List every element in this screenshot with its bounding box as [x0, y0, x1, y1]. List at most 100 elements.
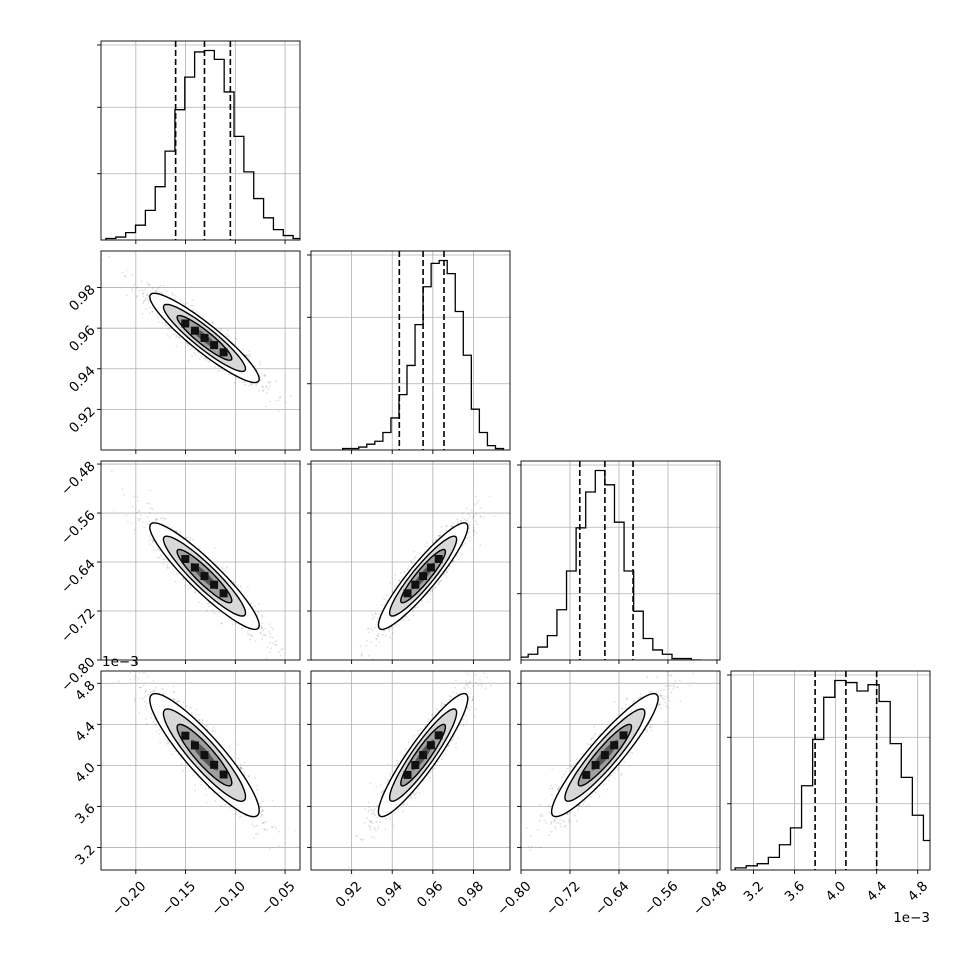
- scatter-point: [480, 516, 482, 518]
- scatter-point: [234, 343, 236, 345]
- scatter-point: [148, 284, 151, 287]
- scatter-point: [144, 288, 147, 291]
- scatter-point: [123, 493, 125, 496]
- scatter-point: [249, 633, 252, 636]
- scatter-point: [155, 290, 158, 292]
- scatter-point: [148, 502, 151, 505]
- scatter-point: [365, 644, 367, 647]
- scatter-point: [211, 320, 214, 323]
- scatter-point: [260, 627, 263, 630]
- scatter-point: [270, 647, 272, 649]
- scatter-point: [139, 517, 142, 520]
- scatter-point: [136, 511, 139, 514]
- scatter-point: [166, 566, 169, 569]
- scatter-point: [130, 522, 133, 525]
- scatter-point: [173, 294, 176, 297]
- scatter-point: [264, 375, 266, 377]
- scatter-point: [371, 618, 374, 620]
- scatter-point: [161, 322, 164, 324]
- scatter-point: [182, 769, 184, 772]
- scatter-point: [178, 336, 181, 339]
- scatter-point: [460, 520, 462, 522]
- scatter-point: [445, 576, 448, 579]
- scatter-point: [152, 546, 155, 548]
- scatter-point: [266, 828, 269, 831]
- scatter-point: [261, 622, 264, 625]
- scatter-point: [251, 635, 253, 638]
- scatter-point: [144, 672, 147, 674]
- scatter-point: [433, 586, 436, 588]
- density-core: [190, 326, 199, 335]
- panel-frame: [310, 250, 511, 451]
- scatter-point: [220, 369, 223, 371]
- scatter-point: [163, 517, 166, 520]
- scatter-point: [138, 510, 140, 513]
- scatter-point: [389, 581, 391, 584]
- scatter-point: [205, 359, 208, 362]
- scatter-point: [146, 297, 149, 299]
- scatter-point: [249, 355, 251, 357]
- scatter-point: [240, 627, 243, 630]
- scatter-point: [121, 271, 124, 274]
- scatter-point: [241, 627, 244, 629]
- panel-frame: [520, 460, 721, 661]
- scatter-point: [469, 540, 472, 542]
- scatter-point: [400, 619, 403, 621]
- scatter-point: [416, 606, 419, 609]
- scatter-point: [185, 536, 188, 539]
- scatter-point: [160, 517, 162, 520]
- scatter-point: [274, 400, 277, 402]
- scatter-point: [472, 524, 475, 527]
- density-core: [426, 563, 435, 572]
- scatter-point: [175, 345, 178, 348]
- scatter-point: [406, 568, 409, 571]
- scatter-point: [380, 604, 383, 606]
- scatter-point: [213, 546, 216, 549]
- scatter-point: [261, 614, 263, 617]
- scatter-point: [375, 612, 377, 615]
- density-core: [411, 580, 420, 589]
- scatter-point: [400, 572, 402, 574]
- scatter-point: [393, 585, 396, 587]
- scatter-point: [129, 678, 132, 681]
- histogram-step: [342, 259, 505, 450]
- scatter-point: [131, 288, 134, 290]
- scatter-point: [167, 567, 170, 569]
- scatter-point: [168, 336, 171, 339]
- scatter-point: [166, 333, 169, 336]
- scatter-point: [438, 584, 440, 586]
- scatter-point: [294, 667, 296, 669]
- scatter-point: [140, 288, 143, 291]
- scatter-point: [465, 507, 468, 510]
- scatter-point: [424, 545, 427, 548]
- scatter-point: [359, 645, 362, 648]
- scatter-point: [370, 641, 373, 643]
- scatter-point: [475, 520, 477, 522]
- scatter-point: [179, 757, 182, 759]
- scatter-point: [133, 678, 136, 680]
- scatter-point: [259, 363, 262, 366]
- scatter-point: [159, 741, 162, 744]
- panel-1-0: [101, 251, 300, 450]
- scatter-point: [136, 496, 139, 498]
- scatter-point: [264, 374, 267, 376]
- scatter-point: [378, 613, 381, 615]
- scatter-point: [469, 514, 472, 517]
- scatter-point: [258, 360, 261, 363]
- scatter-point: [221, 329, 223, 332]
- scatter-point: [131, 273, 134, 276]
- scatter-point: [275, 643, 278, 646]
- density-core: [419, 572, 428, 581]
- scatter-point: [203, 357, 206, 360]
- scatter-point: [440, 526, 443, 528]
- scatter-point: [136, 286, 138, 289]
- scatter-point: [383, 629, 386, 632]
- scatter-point: [127, 520, 129, 523]
- scatter-point: [435, 538, 438, 541]
- plot-root: −0.20 −0.15 −0.10 −0.05 0.92 0.94 0.96 0.98 −0.8…: [58, 40, 931, 926]
- scatter-point: [265, 405, 267, 408]
- scatter-point: [173, 698, 175, 701]
- scatter-point: [268, 382, 270, 384]
- panel-frame: [100, 250, 301, 451]
- scatter-point: [421, 600, 424, 603]
